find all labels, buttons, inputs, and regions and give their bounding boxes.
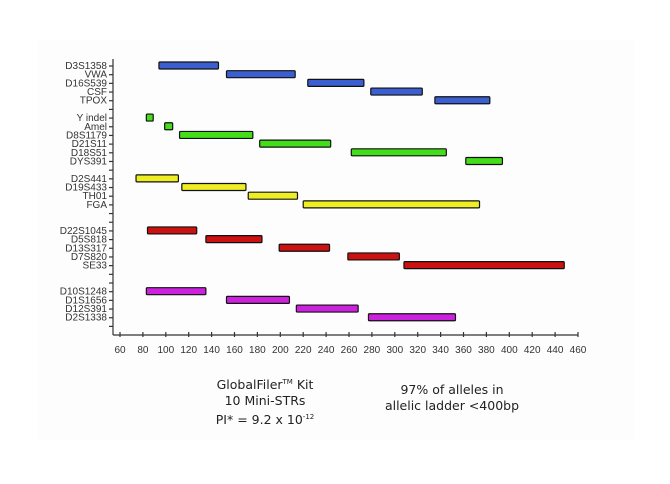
locus-bar (225, 295, 291, 304)
kit-name: GlobalFiler (216, 377, 283, 393)
x-tick-label: 80 (137, 345, 149, 356)
x-tick-label: 460 (570, 345, 587, 356)
locus-label: D21S11 (72, 139, 108, 150)
locus-label: SE33 (83, 261, 108, 272)
x-tick-label: 280 (364, 345, 381, 356)
locus-label: DYS391 (70, 156, 108, 167)
x-tick-label: 180 (249, 345, 266, 356)
x-tick-label: 400 (501, 345, 518, 356)
alleles-line-1: 97% of alleles in (400, 382, 504, 397)
locus-bar (403, 261, 565, 270)
locus-label: Amel (84, 122, 107, 133)
x-tick-label: 220 (295, 345, 312, 356)
locus-label: D18S51 (71, 148, 108, 159)
locus-bar (370, 87, 423, 96)
locus-label: D2S1338 (65, 313, 107, 324)
x-tick-label: 60 (114, 345, 126, 356)
alleles-info: 97% of alleles in allelic ladder <400bp (372, 382, 532, 414)
trademark: TM (282, 378, 293, 386)
locus-bar (145, 113, 154, 122)
locus-label: TPOX (80, 96, 108, 107)
x-tick-label: 120 (180, 345, 197, 356)
alleles-line-2: allelic ladder <400bp (384, 398, 520, 413)
locus-label: D19S433 (65, 183, 107, 194)
locus-bar (307, 78, 365, 87)
pi-value: PI* = 9.2 x 10 (215, 412, 303, 428)
x-tick-label: 300 (386, 345, 403, 356)
kit-info: GlobalFilerTM Kit 10 Mini-STRs PI* = 9.2… (190, 374, 340, 428)
locus-bar (146, 226, 198, 235)
x-tick-label: 160 (226, 345, 243, 356)
locus-bar (164, 122, 174, 131)
x-tick-label: 360 (455, 345, 472, 356)
x-tick-label: 440 (547, 345, 564, 356)
locus-label: D1S1656 (65, 295, 107, 306)
locus-bar (367, 313, 457, 322)
locus-bar (350, 148, 447, 157)
locus-label: D8S1179 (66, 130, 107, 141)
x-tick-label: 100 (157, 345, 174, 356)
locus-bar (205, 235, 263, 244)
locus-bar (145, 287, 207, 296)
locus-label: CSF (87, 87, 107, 98)
locus-label: D16S539 (65, 78, 107, 89)
pi-exponent: -12 (302, 413, 315, 422)
locus-label: D13S317 (65, 243, 107, 254)
locus-bar (178, 130, 254, 140)
locus-label: D7S820 (71, 252, 108, 263)
x-tick-label: 340 (432, 345, 449, 356)
locus-label: D10S1248 (60, 287, 108, 298)
locus-label: VWA (85, 70, 108, 81)
kit-suffix: Kit (292, 377, 314, 393)
locus-bar (295, 304, 359, 313)
x-tick-label: 420 (524, 345, 541, 356)
x-tick-label: 140 (203, 345, 220, 356)
locus-label: Y indel (77, 113, 107, 124)
locus-bar (278, 243, 331, 252)
locus-label: D2S441 (71, 174, 108, 185)
x-tick-label: 260 (341, 345, 358, 356)
x-tick-label: 240 (318, 345, 335, 356)
locus-label: D12S391 (65, 304, 107, 315)
locus-label: FGA (86, 200, 107, 211)
locus-bar (347, 252, 400, 261)
mini-strs: 10 Mini-STRs (224, 393, 306, 409)
locus-label: D22S1045 (60, 226, 108, 237)
x-tick-label: 200 (272, 345, 289, 356)
x-tick-label: 380 (478, 345, 495, 356)
locus-bar (158, 61, 220, 70)
locus-bar (135, 174, 179, 183)
locus-bar (247, 191, 299, 200)
locus-bar (465, 156, 504, 166)
locus-bar (302, 200, 481, 209)
locus-label: TH01 (83, 191, 108, 202)
locus-label: D3S1358 (65, 61, 107, 72)
locus-bar (434, 96, 491, 105)
locus-bar (259, 139, 332, 148)
locus-bar (181, 182, 247, 192)
chart-panel (38, 40, 634, 440)
locus-bar (225, 70, 296, 79)
x-tick-label: 320 (409, 345, 426, 356)
locus-label: D5S818 (71, 235, 108, 246)
